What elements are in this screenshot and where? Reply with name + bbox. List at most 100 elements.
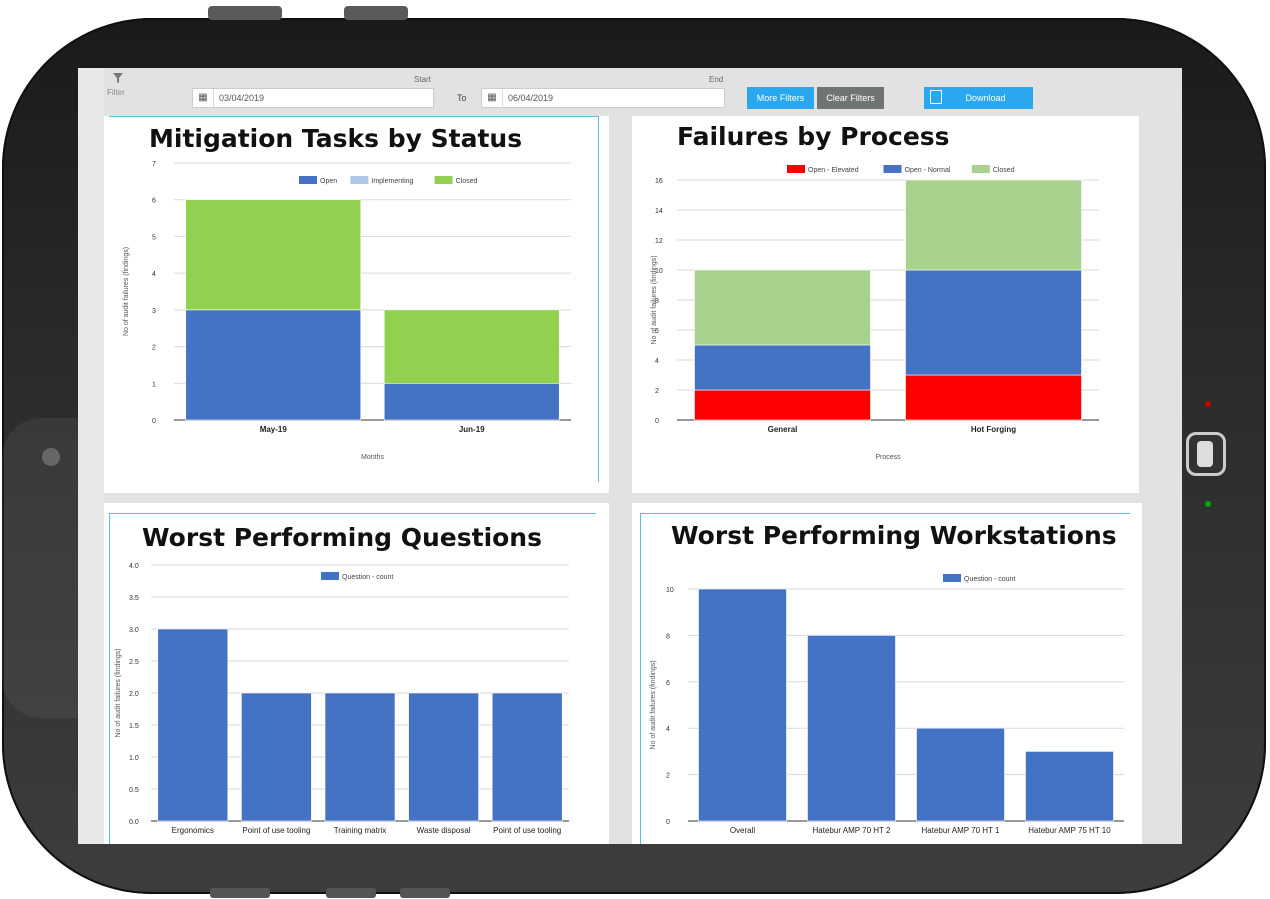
bar <box>807 635 896 822</box>
bar <box>694 344 871 391</box>
x-tick-label: Jun-19 <box>459 425 485 434</box>
legend-swatch <box>299 176 317 184</box>
legend-swatch <box>971 165 990 173</box>
y-tick-label: 4 <box>666 726 670 733</box>
sidebar-strip <box>78 68 104 844</box>
y-tick-label: 4 <box>152 271 156 278</box>
y-tick-label: 0 <box>655 418 659 425</box>
calendar-icon[interactable]: ▦ <box>482 89 503 107</box>
x-tick-label: Point of use tooling <box>493 826 561 835</box>
to-label: To <box>457 93 467 103</box>
status-led-red <box>1205 401 1211 407</box>
volume-button-1 <box>208 6 282 20</box>
legend-label: Implementing <box>371 178 413 185</box>
legend-swatch <box>321 572 339 580</box>
bar <box>905 374 1082 421</box>
y-tick-label: 16 <box>655 178 663 185</box>
x-tick-label: Ergonomics <box>172 826 214 835</box>
failures-title: Failures by Process <box>677 122 950 151</box>
mitigation-panel: Mitigation Tasks by Status 0 1 2 3 4 5 6 7 May-1… <box>104 116 609 493</box>
failures-chart: 0 2 4 6 8 10 12 14 16 General Hot Forging Open - El… <box>651 165 1099 461</box>
bar <box>157 628 229 822</box>
end-label: End <box>709 75 724 84</box>
status-led-green <box>1205 501 1211 507</box>
filter-bar: Filter Start ▦ 03/04/2019 To End ▦ 06/04… <box>104 68 1182 114</box>
x-tick-label: Hatebur AMP 70 HT 1 <box>922 826 1001 835</box>
y-tick-label: 14 <box>655 208 663 215</box>
clear-filters-button[interactable]: Clear Filters <box>817 87 884 109</box>
y-tick-label: 3.0 <box>129 627 139 634</box>
legend-label: Question - count <box>342 574 393 581</box>
y-tick-label: 3 <box>152 308 156 315</box>
panel-border-top <box>640 513 1130 514</box>
y-tick-label: 1.0 <box>129 755 139 762</box>
bar <box>905 179 1082 271</box>
workstations-chart: 0 2 4 6 8 10 Overall Hatebur AMP 70 HT 2 Hatebur… <box>650 574 1124 835</box>
x-tick-label: Point of use tooling <box>242 826 310 835</box>
legend-swatch <box>943 574 961 582</box>
legend-label: Open - Normal <box>905 167 951 174</box>
y-tick-label: 10 <box>655 268 663 275</box>
bar <box>694 269 871 346</box>
legend-swatch <box>787 165 805 173</box>
calendar-icon[interactable]: ▦ <box>193 89 214 107</box>
y-tick-label: 12 <box>655 238 663 245</box>
bottom-button-2 <box>326 888 376 898</box>
volume-button-2 <box>344 6 408 20</box>
bottom-button-3 <box>400 888 450 898</box>
y-tick-label: 6 <box>666 680 670 687</box>
y-tick-label: 8 <box>666 633 670 640</box>
dashboard-screen: Filter Start ▦ 03/04/2019 To End ▦ 06/04… <box>78 68 1182 844</box>
side-switch <box>1186 432 1226 476</box>
legend-label: Open - Elevated <box>808 167 859 174</box>
download-button[interactable]: Download <box>924 87 1033 109</box>
y-tick-label: 2.5 <box>129 659 139 666</box>
bar <box>185 309 362 421</box>
y-axis-label: No of audit failures (findings) <box>651 255 658 344</box>
bar <box>694 389 871 421</box>
bar <box>916 727 1005 822</box>
end-date-field[interactable]: ▦ 06/04/2019 <box>481 88 725 108</box>
legend-label: Open <box>320 178 337 185</box>
y-tick-label: 7 <box>152 161 156 168</box>
y-tick-label: 6 <box>152 198 156 205</box>
bar <box>905 269 1082 376</box>
x-tick-label: Training matrix <box>334 826 387 835</box>
bar <box>408 692 479 822</box>
panel-border-right <box>598 116 599 482</box>
y-tick-label: 2 <box>655 388 659 395</box>
bar <box>698 588 787 822</box>
legend-label: Closed <box>456 178 478 185</box>
questions-chart: 0.0 0.5 1.0 1.5 2.0 2.5 3.0 3.5 4.0 Ergonomics Poi… <box>115 563 569 835</box>
bar <box>491 692 563 822</box>
download-label: Download <box>965 93 1006 103</box>
questions-panel: Worst Performing Questions 0.0 0.5 1.0 1.5 2… <box>104 503 609 844</box>
workstations-title: Worst Performing Workstations <box>671 521 1117 550</box>
workstations-panel: Worst Performing Workstations 0 2 4 6 8 10 Ove… <box>632 503 1142 844</box>
more-filters-button[interactable]: More Filters <box>747 87 814 109</box>
bar <box>383 309 560 384</box>
bar <box>241 692 312 822</box>
y-tick-label: 1 <box>152 381 156 388</box>
start-label: Start <box>414 75 431 84</box>
legend-label: Question - count <box>964 576 1015 583</box>
x-tick-label: General <box>768 425 798 434</box>
filter-icon[interactable] <box>113 72 123 86</box>
y-tick-label: 0.5 <box>129 787 139 794</box>
start-date-field[interactable]: ▦ 03/04/2019 <box>192 88 434 108</box>
x-tick-label: Overall <box>730 826 756 835</box>
y-tick-label: 2 <box>666 773 670 780</box>
bar <box>185 199 362 311</box>
y-tick-label: 3.5 <box>129 595 139 602</box>
panel-border-left <box>640 513 641 844</box>
x-tick-label: Hatebur AMP 75 HT 10 <box>1028 826 1111 835</box>
x-axis-label: Process <box>875 454 901 461</box>
bottom-button-1 <box>210 888 270 898</box>
panel-border-top <box>109 513 596 514</box>
x-tick-label: May-19 <box>260 425 288 434</box>
y-tick-label: 2 <box>152 345 156 352</box>
download-icon <box>930 90 942 104</box>
x-tick-label: Hatebur AMP 70 HT 2 <box>813 826 892 835</box>
filter-label: Filter <box>107 88 125 97</box>
bar <box>1025 751 1114 822</box>
